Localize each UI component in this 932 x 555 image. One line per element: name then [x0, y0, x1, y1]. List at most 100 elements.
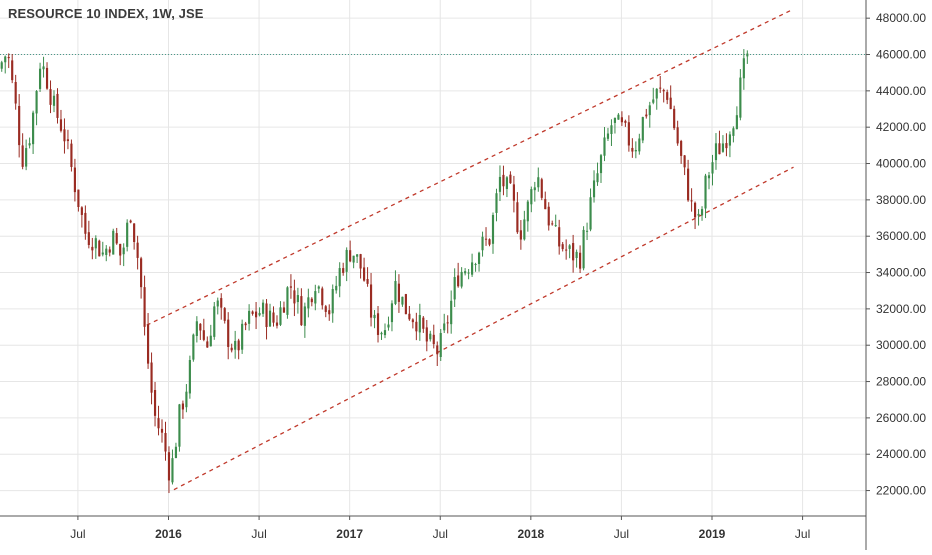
candle-body — [356, 254, 359, 257]
candle-body — [4, 56, 7, 63]
candle-body — [624, 120, 627, 123]
candle-body — [537, 177, 540, 188]
candle-body — [230, 347, 233, 351]
candle-body — [338, 268, 341, 287]
candle-body — [279, 307, 282, 325]
x-tick-label: Jul — [251, 527, 266, 541]
candle-body — [645, 114, 648, 117]
candle-body — [411, 319, 414, 323]
candle-body — [213, 306, 216, 337]
x-tick-label: 2019 — [699, 527, 726, 541]
candle-body — [282, 307, 286, 313]
candle-body — [363, 267, 366, 281]
candle-body — [241, 323, 244, 350]
candle-body — [714, 143, 718, 161]
candle-body — [655, 88, 658, 99]
candle-body — [0, 62, 3, 69]
y-tick-label: 40000.00 — [876, 157, 926, 171]
candle-body — [369, 284, 373, 318]
candle-body — [171, 458, 174, 483]
candle-body — [220, 298, 223, 308]
candle-body — [181, 403, 184, 410]
candle-body — [436, 345, 439, 355]
candle-body — [223, 308, 226, 321]
x-tick-label: Jul — [70, 527, 85, 541]
candle-body — [457, 275, 460, 287]
candle-body — [164, 432, 167, 452]
candle-body — [662, 89, 665, 92]
x-tick-label: Jul — [614, 527, 629, 541]
candle-body — [108, 249, 111, 253]
candle-layer — [0, 49, 749, 494]
candle-body — [268, 310, 272, 327]
candle-body — [641, 117, 644, 141]
candle-body — [512, 184, 515, 201]
candle-body — [150, 362, 153, 393]
candle-body — [146, 324, 150, 364]
candle-body — [160, 428, 164, 433]
x-tick-label: 2016 — [155, 527, 182, 541]
candle-body — [610, 125, 613, 135]
candle-body — [87, 232, 90, 246]
candle-body — [359, 254, 362, 269]
candle-body — [505, 177, 509, 189]
candle-body — [669, 97, 672, 110]
candle-body — [331, 289, 334, 314]
candle-body — [432, 334, 435, 345]
candle-body — [565, 249, 568, 251]
candle-body — [404, 294, 407, 315]
candle-body — [303, 306, 306, 326]
candle-body — [11, 60, 14, 81]
candle-body — [547, 206, 550, 226]
candle-body — [544, 199, 547, 210]
candle-body — [596, 173, 599, 183]
candle-body — [383, 330, 387, 336]
candle-body — [42, 66, 45, 70]
candle-body — [495, 193, 498, 213]
candle-body — [422, 317, 425, 329]
candle-body — [592, 180, 596, 198]
candle-body — [568, 245, 571, 249]
candle-body — [488, 239, 491, 245]
grid-layer — [0, 0, 866, 516]
candle-body — [234, 340, 237, 350]
candle-body — [687, 168, 690, 201]
candle-body — [307, 297, 310, 309]
candle-body — [376, 313, 380, 335]
candle-body — [540, 179, 543, 198]
candle-body — [551, 223, 554, 225]
candle-body — [690, 200, 693, 202]
candle-body — [582, 229, 585, 269]
candle-body — [397, 283, 401, 302]
y-tick-label: 34000.00 — [876, 266, 926, 280]
candle-body — [352, 255, 355, 263]
chart-title: RESOURCE 10 INDEX, 1W, JSE — [8, 6, 204, 21]
candle-body — [575, 251, 578, 259]
candle-body — [206, 341, 209, 348]
candle-body — [631, 147, 634, 152]
candle-body — [471, 262, 474, 275]
candle-body — [742, 58, 745, 79]
candle-body — [603, 137, 606, 156]
candle-body — [167, 452, 171, 481]
candle-body — [293, 290, 296, 304]
y-tick-label: 46000.00 — [876, 48, 926, 62]
candle-body — [589, 197, 592, 230]
candle-body — [638, 138, 641, 152]
candle-body — [680, 141, 683, 156]
candle-body — [453, 277, 456, 300]
candle-body — [202, 330, 205, 340]
candle-body — [349, 250, 352, 262]
candle-body — [585, 230, 589, 232]
candle-body — [533, 187, 536, 191]
candle-body — [126, 222, 129, 247]
candle-body — [63, 129, 66, 142]
candle-body — [707, 175, 711, 179]
candle-body — [275, 322, 279, 326]
candle-body — [721, 143, 725, 152]
candle-body — [418, 315, 421, 333]
candle-body — [195, 321, 198, 336]
candle-body — [345, 249, 348, 272]
candle-body — [335, 285, 338, 291]
